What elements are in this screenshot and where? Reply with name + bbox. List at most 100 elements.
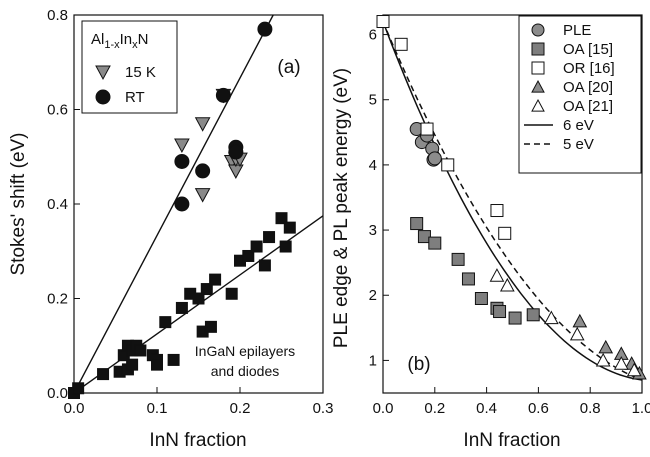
point-ingan-epilayers-and-diodes: [242, 249, 255, 262]
point-oa-15: [526, 308, 540, 322]
point-or-16: [394, 37, 408, 51]
point-oa-21: [626, 362, 642, 377]
legend-label-5-ev: 5 eV: [563, 136, 594, 153]
curve-5-ev: [382, 21, 643, 381]
x-tick-label: 0.2: [424, 400, 445, 417]
x-tick-label: 0.6: [528, 400, 549, 417]
legend-label-6-ev: 6 eV: [563, 117, 594, 134]
legend-entries-a: 15 K RT: [95, 64, 156, 106]
point-ingan-epilayers-and-diodes: [263, 231, 276, 244]
y-tick-label: 4: [369, 157, 377, 174]
y-tick-label: 0.0: [47, 385, 68, 402]
point-ingan-epilayers-and-diodes: [126, 358, 139, 371]
point-15-k: [194, 117, 211, 132]
point-ingan-epilayers-and-diodes: [97, 368, 110, 381]
y-tick-label: 3: [369, 222, 377, 239]
y-tick-label: 0.6: [47, 102, 68, 119]
point-or-16: [441, 158, 455, 172]
legend-label-15-k: 15 K: [125, 64, 156, 81]
y-axis-label-b: PLE edge & PL peak energy (eV): [331, 68, 352, 348]
point-ingan-epilayers-and-diodes: [175, 301, 188, 314]
ticks-a: 0.0 0.1 0.2 0.3 0.0 0.2 0.4 0.6 0.8: [47, 7, 333, 417]
point-ingan-epilayers-and-diodes: [192, 292, 205, 305]
point-ingan-epilayers-and-diodes: [250, 240, 263, 253]
point-ingan-epilayers-and-diodes: [167, 353, 180, 366]
point-rt: [174, 153, 190, 169]
legend-marker-rt: [95, 89, 111, 105]
y-tick-label: 6: [369, 27, 377, 44]
annotation-line2: and diodes: [211, 363, 280, 379]
x-tick-label: 0.8: [580, 400, 601, 417]
y-axis-label-a: Stokes' shift (eV): [8, 132, 29, 275]
point-oa-21: [499, 277, 515, 292]
legend-label-oa-15: OA [15]: [563, 41, 613, 58]
point-ingan-epilayers-and-diodes: [225, 287, 238, 300]
y-tick-label: 5: [369, 92, 377, 109]
legend-marker-oa-21: [531, 98, 545, 112]
y-tick-label: 0.8: [47, 7, 68, 24]
point-ingan-epilayers-and-diodes: [275, 212, 288, 225]
legend-label-rt: RT: [125, 89, 145, 106]
x-tick-label: 0.1: [147, 400, 168, 417]
point-oa-20: [572, 313, 588, 328]
point-oa-15: [461, 272, 475, 286]
point-oa-20: [598, 339, 614, 354]
point-rt: [215, 87, 231, 103]
y-tick-label: 2: [369, 287, 377, 304]
point-ingan-epilayers-and-diodes: [283, 221, 296, 234]
annotation-line1: InGaN epilayers: [195, 343, 295, 359]
plot-frame-b: [382, 14, 643, 394]
point-oa-15: [417, 230, 431, 244]
legend-marker-15-k: [95, 65, 111, 81]
x-tick-label: 0.2: [230, 400, 251, 417]
legend-marker-ple: [531, 23, 545, 37]
panel-label-b: (b): [407, 354, 430, 375]
point-ingan-epilayers-and-diodes: [279, 240, 292, 253]
legend-label-oa-21: OA [21]: [563, 98, 613, 115]
point-or-16: [490, 204, 504, 218]
legend-label-ple: PLE: [563, 22, 591, 39]
point-rt: [174, 196, 190, 212]
point-oa-15: [493, 305, 507, 319]
x-axis-label-a: InN fraction: [149, 430, 246, 451]
point-oa-15: [428, 236, 442, 250]
fit-line-fit-rt: [73, 14, 274, 394]
legend-entries-b: PLE OA [15] OR [16] OA [20] OA [21] 6 eV 5 eV: [524, 22, 615, 153]
legend-marker-oa-15: [531, 42, 545, 56]
point-ingan-epilayers-and-diodes: [134, 344, 147, 357]
point-rt: [195, 163, 211, 179]
y-tick-label: 0.2: [47, 291, 68, 308]
point-ingan-epilayers-and-diodes: [159, 316, 172, 329]
point-ingan-epilayers-and-diodes: [204, 320, 217, 333]
x-axis-label-b: InN fraction: [463, 430, 560, 451]
legend-marker-or-16: [531, 61, 545, 75]
x-tick-label: 0.4: [476, 400, 497, 417]
point-oa-15: [474, 292, 488, 305]
point-oa-21: [613, 356, 629, 370]
x-tick-label: 0.0: [64, 400, 85, 417]
point-oa-21: [569, 326, 585, 341]
point-ingan-epilayers-and-diodes: [72, 382, 85, 395]
point-oa-21: [489, 268, 505, 282]
point-ingan-epilayers-and-diodes: [200, 283, 213, 296]
marks-a: [68, 21, 296, 399]
point-ingan-epilayers-and-diodes: [209, 273, 222, 286]
point-oa-21: [544, 310, 559, 325]
panel-label-a: (a): [277, 57, 300, 78]
point-or-16: [376, 15, 390, 29]
point-oa-15: [451, 252, 465, 266]
point-15-k: [194, 188, 211, 203]
point-oa-15: [410, 217, 424, 231]
legend-box-b: [518, 15, 642, 174]
legend-label-or-16: OR [16]: [563, 60, 615, 77]
point-ingan-epilayers-and-diodes: [258, 259, 271, 272]
point-or-16: [498, 226, 512, 240]
point-rt: [257, 21, 273, 37]
point-oa-21: [595, 352, 611, 367]
point-or-16: [420, 122, 434, 136]
y-tick-label: 1: [369, 352, 377, 369]
x-tick-label: 0.3: [313, 400, 334, 417]
x-tick-label: 1.0: [632, 400, 650, 417]
point-ingan-epilayers-and-diodes: [151, 358, 163, 371]
